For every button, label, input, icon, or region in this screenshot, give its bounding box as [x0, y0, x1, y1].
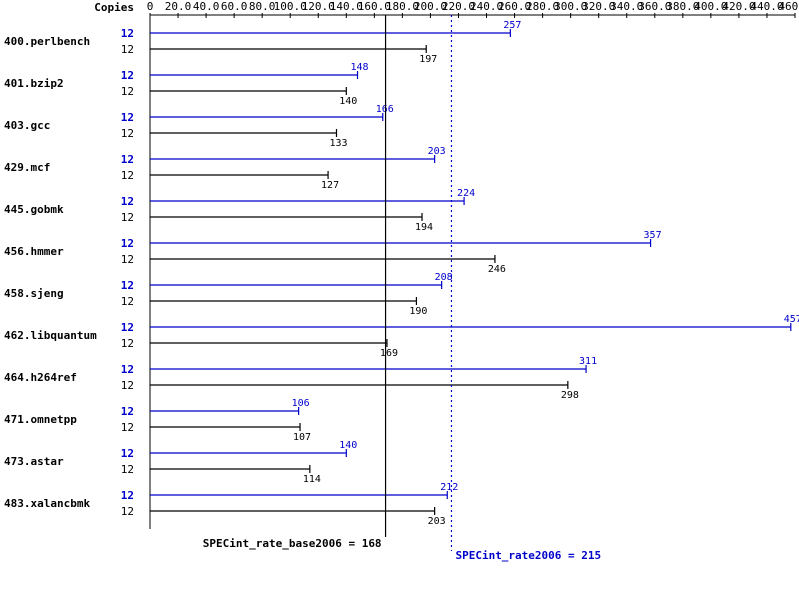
copies-top: 12	[121, 489, 134, 502]
peak-bar-value: 140	[339, 440, 357, 451]
peak-bar-value: 106	[292, 398, 310, 409]
benchmark-name: 400.perlbench	[4, 35, 90, 48]
base-bar-value: 203	[428, 516, 446, 527]
x-tick-label: 20.0	[165, 0, 192, 13]
base-bar-value: 194	[415, 222, 433, 233]
peak-bar-value: 457	[784, 314, 799, 325]
benchmark-name: 401.bzip2	[4, 77, 64, 90]
base-bar-value: 140	[339, 96, 357, 107]
copies-top: 12	[121, 447, 134, 460]
base-bar-value: 133	[329, 138, 347, 149]
copies-bottom: 12	[121, 253, 134, 266]
copies-top: 12	[121, 363, 134, 376]
benchmark-name: 429.mcf	[4, 161, 50, 174]
peak-bar-value: 257	[503, 20, 521, 31]
peak-bar-value: 148	[350, 62, 368, 73]
x-tick-label: 40.0	[193, 0, 220, 13]
copies-top: 12	[121, 321, 134, 334]
benchmark-name: 456.hmmer	[4, 245, 64, 258]
benchmark-name: 462.libquantum	[4, 329, 97, 342]
benchmark-name: 471.omnetpp	[4, 413, 77, 426]
copies-bottom: 12	[121, 337, 134, 350]
peak-bar-value: 224	[457, 188, 475, 199]
peak-bar-value: 166	[376, 104, 394, 115]
base-reference-label: SPECint_rate_base2006 = 168	[203, 537, 382, 550]
copies-bottom: 12	[121, 211, 134, 224]
copies-bottom: 12	[121, 43, 134, 56]
x-tick-label: 60.0	[221, 0, 248, 13]
peak-bar-value: 208	[435, 272, 453, 283]
benchmark-name: 403.gcc	[4, 119, 50, 132]
base-bar-value: 114	[303, 474, 321, 485]
x-tick-label: 80.0	[249, 0, 276, 13]
base-bar-value: 246	[488, 264, 506, 275]
benchmark-name: 464.h264ref	[4, 371, 77, 384]
copies-top: 12	[121, 111, 134, 124]
copies-bottom: 12	[121, 505, 134, 518]
copies-top: 12	[121, 69, 134, 82]
copies-top: 12	[121, 195, 134, 208]
x-tick-label: 0	[147, 0, 154, 13]
base-bar-value: 169	[380, 348, 398, 359]
copies-top: 12	[121, 405, 134, 418]
copies-bottom: 12	[121, 169, 134, 182]
base-bar-value: 127	[321, 180, 339, 191]
peak-reference-label: SPECint_rate2006 = 215	[455, 549, 601, 562]
spec-rate-chart: 020.040.060.080.0100.0120.0140.0160.0180…	[0, 0, 799, 606]
base-bar-value: 197	[419, 54, 437, 65]
peak-bar-value: 357	[644, 230, 662, 241]
copies-bottom: 12	[121, 85, 134, 98]
copies-top: 12	[121, 237, 134, 250]
benchmark-name: 445.gobmk	[4, 203, 64, 216]
copies-top: 12	[121, 153, 134, 166]
peak-bar-value: 203	[428, 146, 446, 157]
copies-bottom: 12	[121, 295, 134, 308]
base-bar-value: 190	[409, 306, 427, 317]
benchmark-name: 483.xalancbmk	[4, 497, 90, 510]
copies-header: Copies	[94, 1, 134, 14]
peak-bar-value: 212	[440, 482, 458, 493]
x-tick-label: 460.0	[778, 0, 799, 13]
copies-bottom: 12	[121, 421, 134, 434]
copies-bottom: 12	[121, 463, 134, 476]
copies-top: 12	[121, 279, 134, 292]
peak-bar-value: 311	[579, 356, 597, 367]
base-bar-value: 298	[561, 390, 579, 401]
copies-top: 12	[121, 27, 134, 40]
benchmark-name: 473.astar	[4, 455, 64, 468]
benchmark-name: 458.sjeng	[4, 287, 64, 300]
copies-bottom: 12	[121, 379, 134, 392]
copies-bottom: 12	[121, 127, 134, 140]
base-bar-value: 107	[293, 432, 311, 443]
